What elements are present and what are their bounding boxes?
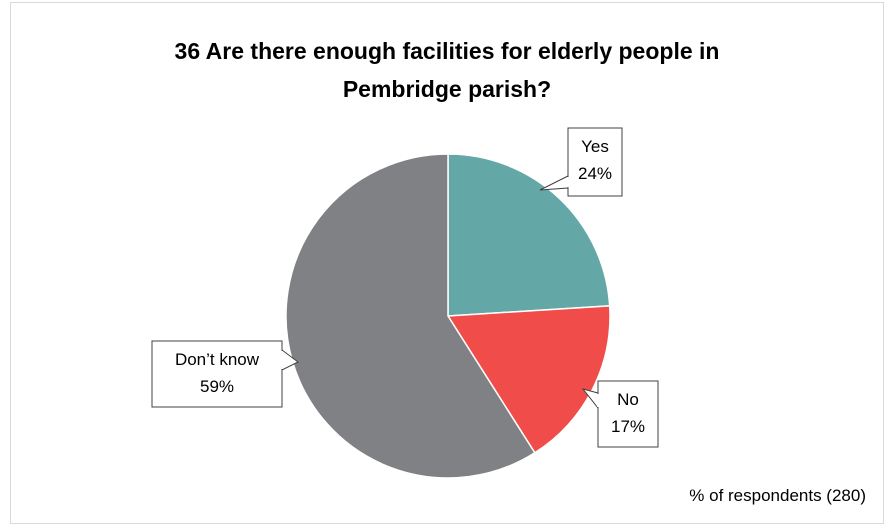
pie-slice-no: [446, 305, 611, 454]
respondents-footnote: % of respondents (280): [689, 486, 866, 505]
data-label-category: Don’t know: [175, 350, 260, 369]
data-label-yes: Yes 24%: [539, 127, 623, 197]
data-label-box: [151, 340, 283, 408]
data-label-value: 59%: [200, 377, 234, 396]
data-label-don-t-know: Don’t know 59%: [151, 340, 299, 408]
data-label-category: Yes: [581, 137, 609, 156]
pie-slice-yes: [447, 153, 611, 317]
chart-title-line-1: 36 Are there enough facilities for elder…: [174, 38, 720, 64]
data-label-category: No: [617, 390, 639, 409]
chart-title: 36 Are there enough facilities for elder…: [10, 32, 884, 108]
data-label-value: 24%: [578, 164, 612, 183]
data-label-value: 17%: [611, 417, 645, 436]
data-label-box: [567, 127, 623, 197]
data-label-pointer: [539, 175, 569, 191]
data-label-no: No 17%: [581, 380, 659, 448]
data-label-box: [597, 380, 659, 448]
chart-title-line-2: Pembridge parish?: [342, 76, 552, 102]
